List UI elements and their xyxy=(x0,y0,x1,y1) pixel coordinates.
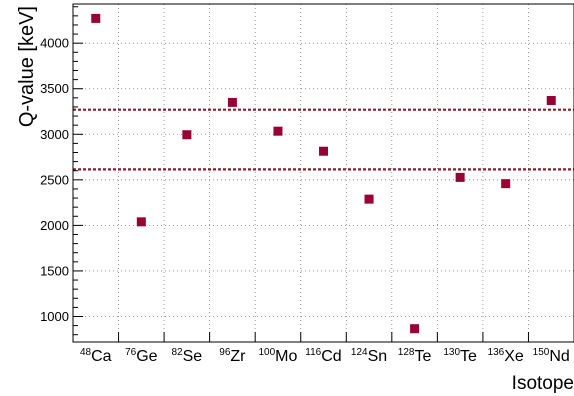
data-points xyxy=(91,13,556,334)
mass-number: 76 xyxy=(125,347,137,358)
plot-frame xyxy=(72,3,574,343)
element-symbol: Zr xyxy=(230,348,246,365)
data-point xyxy=(91,13,101,23)
data-point xyxy=(501,179,511,189)
x-tick-labels: 48Ca 76Ge 82Se 96Zr 100Mo 116Cd 124Sn 128Te 130T… xyxy=(80,347,570,365)
x-tick-label: 82Se xyxy=(172,347,203,365)
x-tick-label: 116Cd xyxy=(305,347,341,365)
element-symbol: Nd xyxy=(549,348,569,365)
element-symbol: Te xyxy=(460,348,477,365)
mass-number: 48 xyxy=(80,347,92,358)
element-symbol: Te xyxy=(414,348,431,365)
x-tick-label: 130Te xyxy=(443,347,477,365)
data-point xyxy=(182,130,192,140)
x-tick-label: 48Ca xyxy=(80,347,112,365)
element-symbol: Cd xyxy=(321,348,341,365)
grid xyxy=(73,4,574,342)
y-tick-label: 4000 xyxy=(40,36,69,51)
mass-number: 116 xyxy=(305,347,321,358)
y-tick-label: 2500 xyxy=(40,172,69,187)
data-point xyxy=(319,146,328,156)
y-axis-title: Q-value [keV] xyxy=(16,6,38,127)
y-tick-label: 1500 xyxy=(40,263,69,278)
y-tick-label: 1000 xyxy=(40,309,69,324)
mass-number: 130 xyxy=(443,347,460,358)
x-axis-title: Isotope xyxy=(512,373,574,394)
x-tick-label: 124Sn xyxy=(351,347,387,365)
mass-number: 128 xyxy=(398,347,415,358)
mass-number: 124 xyxy=(351,347,368,358)
x-tick-label: 128Te xyxy=(398,347,432,365)
mass-number: 96 xyxy=(219,347,231,358)
element-symbol: Se xyxy=(183,348,203,365)
data-point xyxy=(410,324,420,334)
data-point xyxy=(227,97,237,107)
element-symbol: Ca xyxy=(91,348,112,365)
data-point xyxy=(455,172,465,182)
mass-number: 136 xyxy=(488,347,505,358)
y-tick-label: 3500 xyxy=(40,81,69,96)
element-symbol: Ge xyxy=(136,348,157,365)
x-tick-label: 96Zr xyxy=(219,347,246,365)
y-tick-labels: 1000 1500 2000 2500 3000 3500 4000 xyxy=(40,36,69,324)
reference-lines xyxy=(73,108,574,171)
x-tick-label: 76Ge xyxy=(125,347,158,365)
axis-ticks xyxy=(73,6,529,342)
mass-number: 82 xyxy=(172,347,184,358)
data-point xyxy=(546,95,556,105)
element-symbol: Mo xyxy=(275,348,297,365)
element-symbol: Xe xyxy=(504,348,524,365)
y-tick-label: 2000 xyxy=(40,218,69,233)
x-tick-label: 136Xe xyxy=(488,347,524,365)
x-tick-label: 100Mo xyxy=(258,347,297,365)
mass-number: 100 xyxy=(258,347,275,358)
element-symbol: Sn xyxy=(368,348,388,365)
data-point xyxy=(364,194,374,204)
data-point xyxy=(136,217,146,227)
data-point xyxy=(273,126,283,136)
y-tick-label: 3000 xyxy=(40,127,69,142)
x-tick-label: 150Nd xyxy=(533,347,570,365)
mass-number: 150 xyxy=(533,347,550,358)
